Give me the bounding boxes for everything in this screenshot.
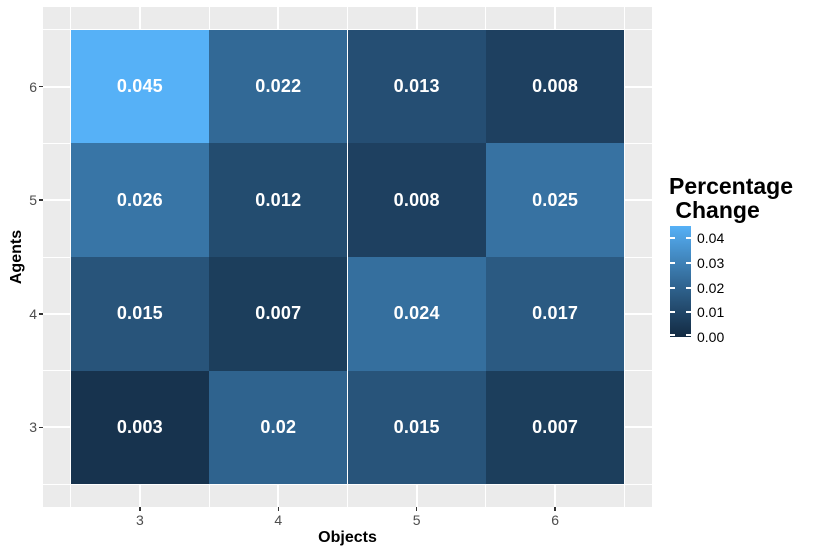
heatmap-tile: 0.025	[485, 143, 625, 257]
heatmap-tile: 0.008	[485, 29, 625, 144]
minor-gridline-vertical	[623, 7, 625, 507]
x-axis-tick-label: 5	[412, 512, 421, 528]
y-axis-tick-label: 6	[29, 78, 37, 95]
heatmap-tile: 0.007	[209, 257, 348, 371]
heatmap-tile-value: 0.008	[532, 76, 579, 97]
legend-title: Percentage Change	[669, 174, 793, 222]
legend-tick-label: 0.01	[697, 304, 725, 321]
legend-tick	[686, 237, 691, 240]
legend-tick	[670, 311, 675, 314]
y-axis-tick	[39, 199, 43, 201]
y-axis-tick	[39, 426, 43, 429]
heatmap-tile-value: 0.007	[532, 416, 579, 437]
legend-tick-label: 0.00	[697, 329, 725, 345]
legend-tick	[686, 286, 691, 289]
legend-title-line1: Percentage	[669, 173, 794, 199]
heatmap-tile-value: 0.008	[393, 189, 440, 210]
heatmap-tile-value: 0.012	[255, 189, 302, 210]
legend-tick	[686, 262, 691, 264]
heatmap-tile: 0.003	[70, 370, 210, 485]
heatmap-tile: 0.017	[485, 257, 625, 371]
x-axis-tick	[139, 507, 141, 511]
legend-tick	[686, 334, 691, 336]
x-axis-tick	[277, 507, 280, 511]
heatmap-tile-value: 0.022	[255, 76, 302, 97]
legend-tick	[670, 286, 675, 289]
heatmap-tile: 0.008	[347, 143, 486, 257]
legend-tick-label: 0.03	[697, 255, 725, 271]
legend-tick	[670, 262, 675, 264]
heatmap-tile: 0.015	[347, 370, 486, 485]
x-axis-tick-label: 4	[274, 512, 283, 528]
heatmap-tile: 0.015	[70, 257, 210, 371]
x-axis-tick	[415, 507, 418, 511]
heatmap-tile: 0.007	[485, 370, 625, 485]
heatmap-tile: 0.013	[347, 29, 486, 144]
x-axis-title: Objects	[318, 529, 377, 546]
y-axis-tick	[39, 313, 43, 315]
heatmap-tile: 0.02	[209, 370, 348, 485]
y-axis-tick-label: 3	[29, 419, 37, 436]
heatmap-tile: 0.024	[347, 257, 486, 371]
heatmap-tile: 0.022	[209, 29, 348, 144]
y-axis-tick-label: 4	[29, 305, 37, 322]
legend-tick-label: 0.04	[697, 230, 725, 247]
legend-tick-label: 0.02	[697, 279, 725, 296]
y-axis-title: Agents	[8, 229, 25, 285]
heatmap-tile-value: 0.024	[393, 303, 440, 324]
y-axis-tick	[39, 85, 43, 88]
heatmap-tile-value: 0.045	[116, 76, 163, 97]
heatmap-tile: 0.012	[209, 143, 348, 257]
legend-gradient	[670, 226, 691, 337]
heatmap-tile-value: 0.017	[532, 303, 579, 324]
heatmap-tile-value: 0.003	[116, 416, 163, 437]
heatmap-tile-value: 0.013	[393, 76, 440, 97]
heatmap-tile: 0.045	[70, 29, 210, 144]
heatmap-tile-value: 0.015	[116, 303, 163, 324]
x-axis-tick-label: 3	[135, 512, 144, 528]
heatmap-tile-value: 0.007	[255, 303, 302, 324]
heatmap-tile-value: 0.026	[116, 189, 163, 210]
x-axis-tick-label: 6	[551, 512, 560, 528]
y-axis-tick-label: 5	[29, 192, 37, 209]
heatmap-tile-value: 0.025	[532, 189, 579, 210]
heatmap-tile-value: 0.02	[260, 416, 297, 437]
legend-tick	[686, 311, 691, 314]
legend-tick	[670, 237, 675, 240]
legend-colorbar	[670, 226, 691, 337]
legend-title-line2: Change	[669, 197, 760, 223]
heatmap-tile: 0.026	[70, 143, 210, 257]
legend-tick	[670, 334, 675, 336]
x-axis-tick	[554, 507, 556, 511]
heatmap-tile-value: 0.015	[393, 416, 440, 437]
plot-panel: 0.045 0.022 0.013 0.008 0.026 0.012 0.008 0.025…	[43, 7, 652, 507]
